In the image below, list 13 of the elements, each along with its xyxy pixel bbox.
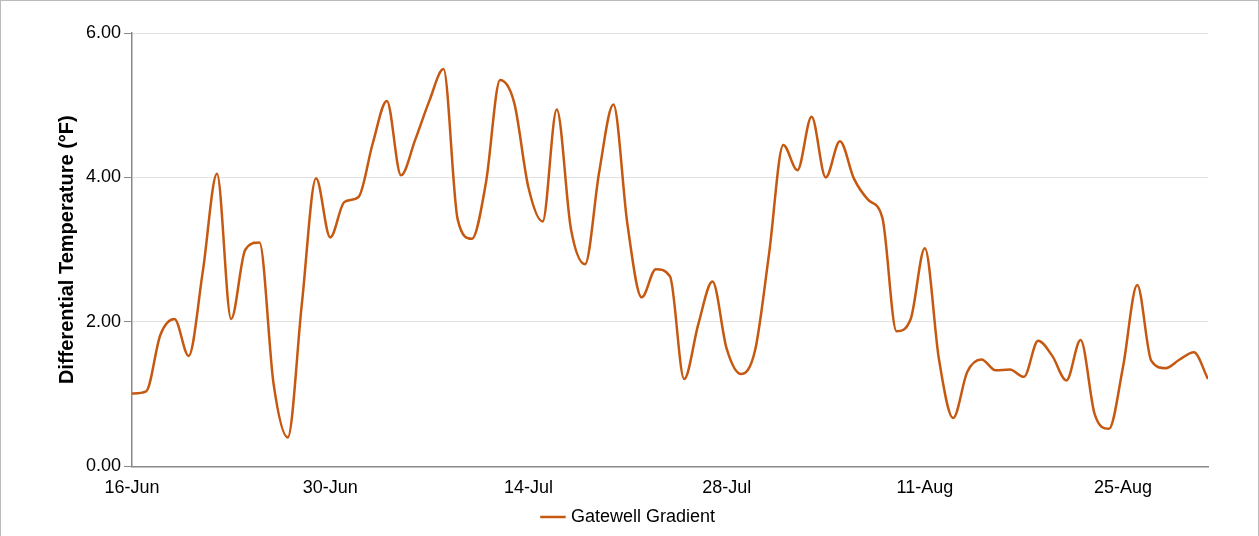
y-tick-label: 2.00 bbox=[85, 310, 122, 331]
x-tick-label: 16-Jun bbox=[104, 477, 160, 498]
y-tick-label: 6.00 bbox=[85, 21, 122, 42]
x-tick-label: 14-Jul bbox=[503, 477, 553, 498]
line-series bbox=[132, 67, 1208, 439]
x-tick-label: 11-Aug bbox=[896, 477, 954, 498]
x-tick-label: 30-Jun bbox=[302, 477, 358, 498]
x-tick-label: 25-Aug bbox=[1094, 477, 1153, 498]
y-tick-label: 4.00 bbox=[85, 166, 122, 187]
legend-label: Gatewell Gradient bbox=[570, 505, 716, 526]
y-axis-title: Differential Temperature (°F) bbox=[54, 115, 77, 385]
y-tick-label: 0.00 bbox=[85, 455, 122, 476]
x-tick-label: 28-Jul bbox=[702, 477, 752, 498]
